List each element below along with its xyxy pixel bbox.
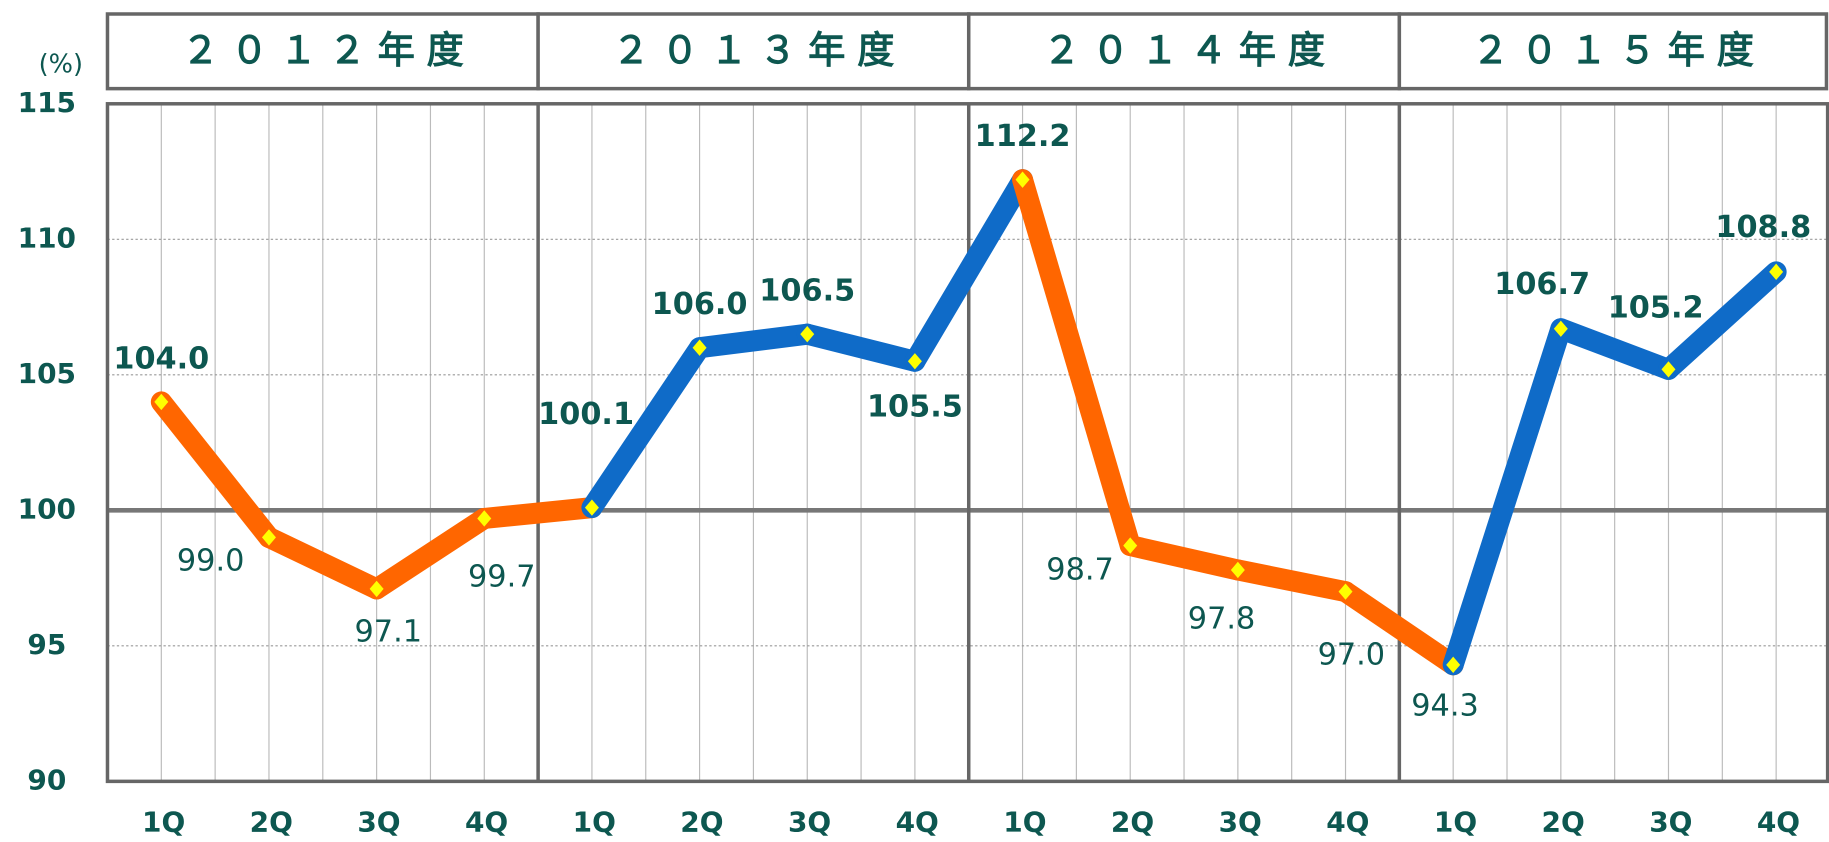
- marker: [1338, 583, 1353, 600]
- y-tick-label: 95: [27, 628, 66, 661]
- line-segment: [1012, 169, 1141, 557]
- data-label: 97.1: [355, 615, 422, 650]
- data-label: 112.2: [975, 119, 1071, 154]
- marker: [1446, 656, 1461, 673]
- line-segment: [689, 323, 818, 359]
- x-tick-label: 2Q: [680, 805, 723, 838]
- marker: [800, 326, 815, 343]
- data-label: 106.0: [652, 287, 748, 322]
- data-label: 104.0: [113, 341, 209, 376]
- x-tick-label: 1Q: [1003, 805, 1046, 838]
- line-segment: [150, 391, 280, 548]
- x-tick-label: 3Q: [788, 805, 831, 838]
- data-label: 98.7: [1046, 553, 1114, 588]
- year-header-box: [105, 12, 540, 91]
- line-segment: [473, 497, 603, 529]
- line-segment: [366, 507, 495, 600]
- data-label: 99.0: [177, 543, 245, 578]
- marker: [261, 529, 276, 546]
- line-segment: [581, 337, 711, 519]
- year-header: ２０１２年度: [182, 28, 476, 72]
- year-header: ２０１３年度: [612, 28, 906, 72]
- x-tick-label: 4Q: [465, 805, 508, 838]
- marker: [369, 580, 384, 598]
- marker: [1123, 537, 1138, 554]
- data-label: 106.5: [759, 274, 855, 309]
- marker: [584, 499, 599, 516]
- x-tick-label: 4Q: [1757, 805, 1800, 838]
- data-label: 100.1: [538, 397, 634, 432]
- marker: [1230, 561, 1245, 579]
- y-tick-label: 100: [18, 492, 76, 525]
- line-segment: [1335, 581, 1464, 676]
- marker: [1553, 320, 1568, 337]
- x-tick-label: 1Q: [142, 805, 185, 838]
- x-tick-label: 4Q: [896, 805, 939, 838]
- y-tick-label: 105: [18, 357, 76, 390]
- y-tick-label: 90: [27, 763, 66, 796]
- data-label: 105.2: [1608, 290, 1704, 325]
- x-tick-label: 3Q: [1649, 805, 1692, 838]
- x-tick-label: 1Q: [573, 805, 616, 838]
- y-tick-label: 115: [18, 86, 76, 119]
- marker: [477, 510, 492, 527]
- year-header: ２０１５年度: [1472, 28, 1766, 72]
- data-label: 94.3: [1411, 688, 1479, 723]
- year-header-box: [1397, 12, 1829, 91]
- data-label: 105.5: [867, 389, 963, 424]
- data-label: 99.7: [468, 559, 536, 594]
- line-segment: [258, 526, 388, 600]
- y-axis-label: (%): [39, 49, 83, 79]
- line-segment: [1227, 559, 1357, 603]
- y-tick-label: 110: [18, 221, 76, 254]
- data-label: 106.7: [1494, 267, 1590, 302]
- x-tick-label: 2Q: [1542, 805, 1585, 838]
- marker: [692, 339, 707, 356]
- line-segment: [1550, 318, 1679, 380]
- line-segment: [1442, 318, 1572, 676]
- x-tick-label: 4Q: [1326, 805, 1369, 838]
- year-header: ２０１４年度: [1043, 28, 1337, 72]
- line-segment: [1119, 535, 1249, 581]
- data-label: 108.8: [1715, 210, 1811, 245]
- x-tick-label: 1Q: [1434, 805, 1477, 838]
- marker: [1015, 171, 1030, 188]
- year-header-box: [966, 12, 1402, 91]
- marker: [1661, 361, 1676, 378]
- x-tick-label: 3Q: [1219, 805, 1262, 838]
- line-segment: [904, 169, 1034, 372]
- line-segment: [796, 323, 926, 372]
- marker: [1769, 263, 1784, 280]
- x-tick-label: 2Q: [250, 805, 293, 838]
- plot-frame: [105, 102, 1829, 784]
- line-segment: [1657, 261, 1787, 380]
- x-tick-label: 3Q: [357, 805, 400, 838]
- x-tick-label: 2Q: [1111, 805, 1154, 838]
- data-label: 97.8: [1188, 602, 1255, 637]
- data-label: 97.0: [1318, 637, 1386, 672]
